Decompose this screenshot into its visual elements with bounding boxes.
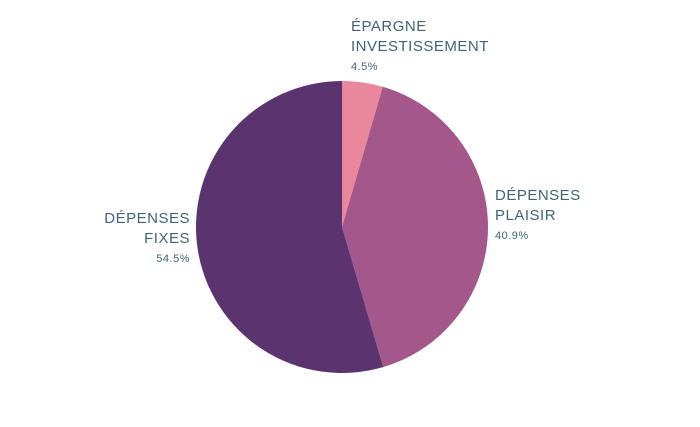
slice-label-plaisir-line2: PLAISIR xyxy=(495,207,557,224)
slice-value-plaisir: 40.9% xyxy=(495,230,529,242)
pie-slice-fixes xyxy=(196,81,384,373)
slice-label-fixes: DÉPENSES FIXES 54.5% xyxy=(90,209,190,266)
slice-value-fixes: 54.5% xyxy=(156,253,190,265)
slice-value-epargne: 4.5% xyxy=(351,61,379,73)
slice-label-fixes-line2: FIXES xyxy=(144,230,190,247)
slice-label-epargne-line1: ÉPARGNE xyxy=(351,18,427,35)
slice-label-plaisir: DÉPENSES PLAISIR 40.9% xyxy=(495,186,581,243)
pie-slice-plaisir xyxy=(342,86,489,368)
pie-slice-epargne xyxy=(342,81,383,227)
slice-label-fixes-line1: DÉPENSES xyxy=(104,210,190,227)
slice-label-epargne-line2: INVESTISSEMENT xyxy=(351,38,489,55)
slice-label-plaisir-line1: DÉPENSES xyxy=(495,187,581,204)
slice-label-epargne: ÉPARGNE INVESTISSEMENT 4.5% xyxy=(351,17,489,74)
